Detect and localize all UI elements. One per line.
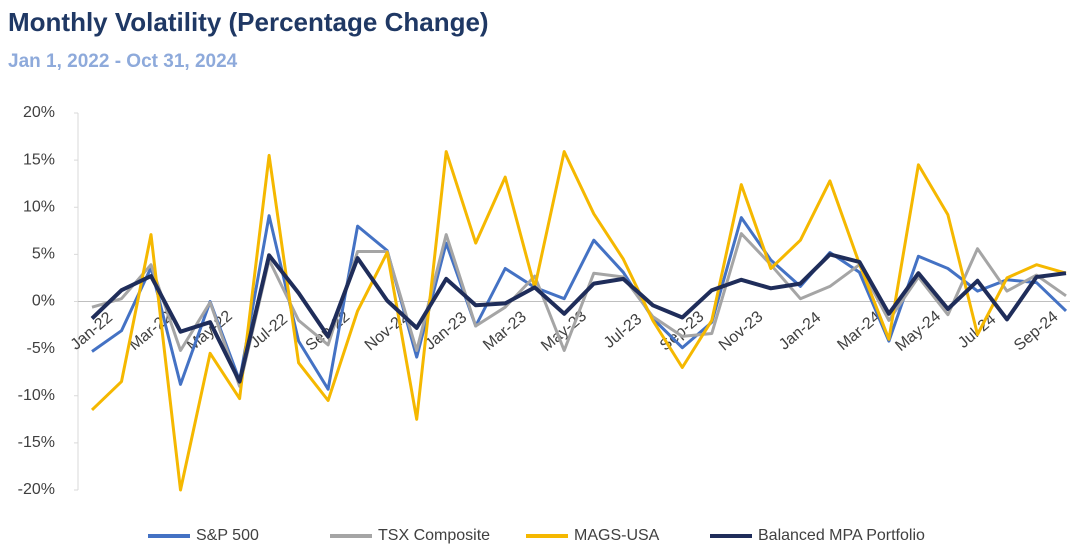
x-tick-label: Jan-24 [776,309,824,354]
y-tick-label: 5% [32,246,55,263]
legend-label: S&P 500 [196,527,259,544]
y-tick-label: -15% [18,434,55,451]
x-tick-label: Mar-23 [480,308,530,354]
x-tick-label: Sep-24 [1011,308,1062,354]
y-tick-label: -10% [18,387,55,404]
series-line [90,150,1067,492]
series-line [91,214,1068,391]
chart-title: Monthly Volatility (Percentage Change) [8,7,489,37]
chart-subtitle: Jan 1, 2022 - Oct 31, 2024 [8,51,238,72]
y-tick-label: 20% [23,104,55,121]
y-tick-label: 10% [23,198,55,215]
series-line [90,252,1067,384]
x-tick-label: Jan-22 [68,309,116,354]
x-tick-label: Nov-23 [716,308,767,354]
legend-label: Balanced MPA Portfolio [758,527,925,544]
legend-label: MAGS-USA [574,527,660,544]
x-tick-label: May-24 [892,308,944,355]
y-tick-label: -5% [27,340,55,357]
y-tick-label: -20% [18,481,55,498]
y-tick-label: 15% [23,151,55,168]
y-tick-label: 0% [32,293,55,310]
legend-label: TSX Composite [378,527,490,544]
x-tick-label: Jul-23 [601,311,645,352]
